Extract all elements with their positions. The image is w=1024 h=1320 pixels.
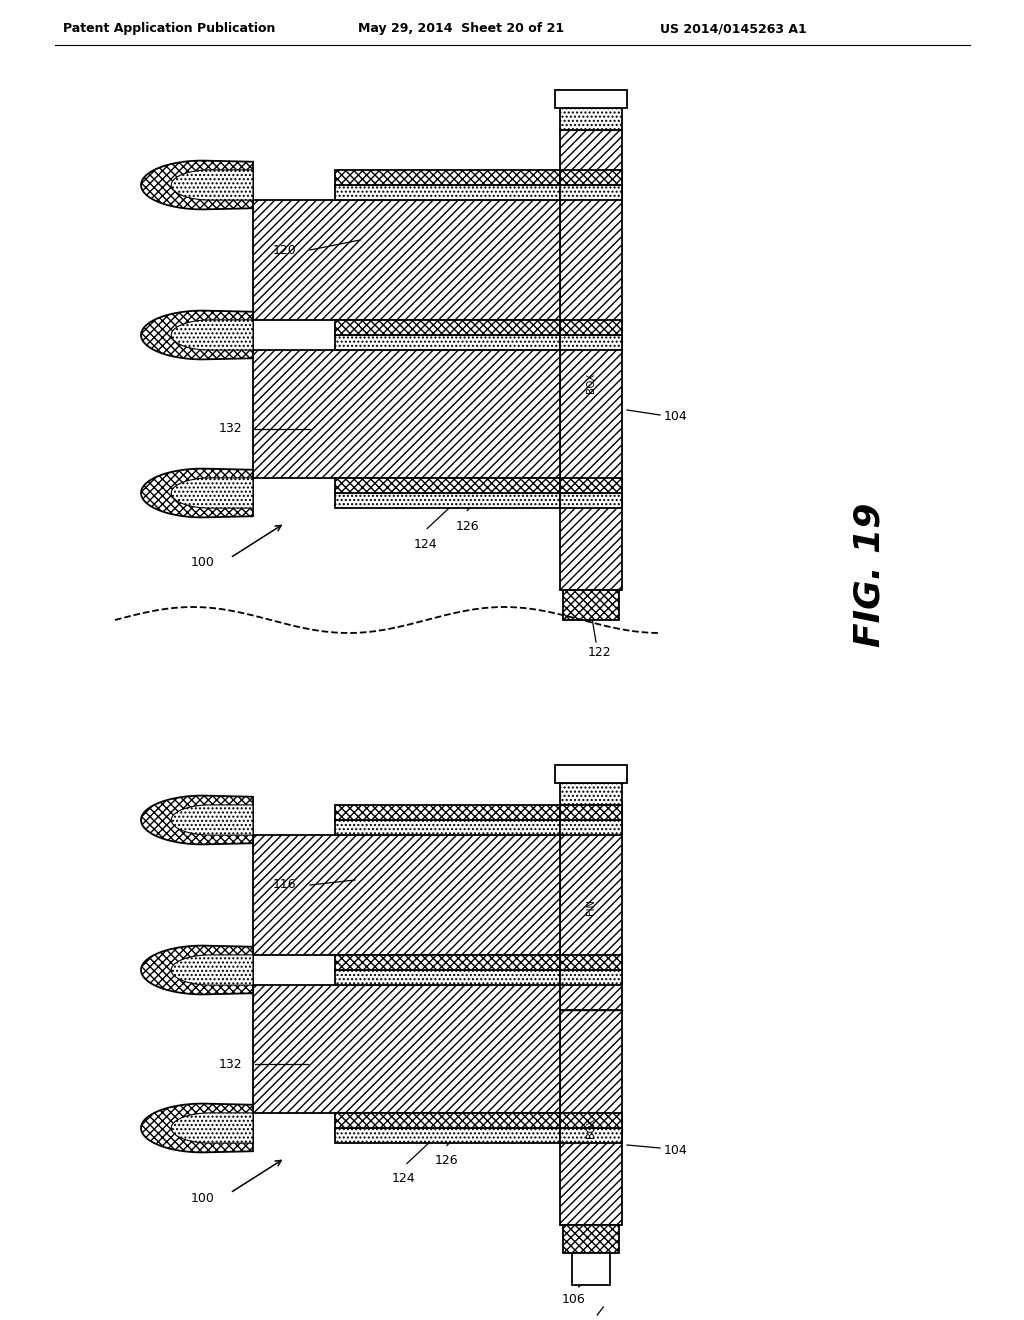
- Polygon shape: [171, 319, 253, 350]
- Bar: [335, 478, 560, 492]
- Text: 106: 106: [562, 1294, 586, 1305]
- Bar: [335, 170, 560, 185]
- Bar: [560, 1113, 622, 1129]
- Text: BOX: BOX: [586, 372, 596, 393]
- Bar: [560, 1129, 622, 1143]
- Polygon shape: [141, 469, 253, 517]
- Bar: [560, 954, 622, 970]
- Bar: [335, 805, 560, 820]
- Polygon shape: [141, 310, 253, 359]
- Bar: [335, 185, 560, 201]
- Bar: [555, 90, 627, 108]
- Bar: [560, 129, 622, 590]
- Bar: [253, 350, 560, 478]
- Bar: [335, 319, 560, 335]
- Polygon shape: [141, 945, 253, 994]
- Bar: [555, 766, 627, 783]
- Text: Patent Application Publication: Patent Application Publication: [63, 22, 275, 36]
- Text: 132: 132: [218, 422, 242, 436]
- Bar: [563, 590, 618, 620]
- Bar: [560, 478, 622, 492]
- Polygon shape: [171, 170, 253, 201]
- Text: 124: 124: [392, 1172, 416, 1185]
- Bar: [560, 319, 622, 335]
- Bar: [560, 170, 622, 185]
- Bar: [560, 783, 622, 805]
- Bar: [335, 492, 560, 508]
- Text: US 2014/0145263 A1: US 2014/0145263 A1: [660, 22, 807, 36]
- Polygon shape: [171, 805, 253, 836]
- Bar: [560, 1010, 622, 1225]
- Text: 104: 104: [664, 1143, 688, 1156]
- Bar: [560, 805, 622, 820]
- Text: FIN: FIN: [586, 899, 596, 916]
- Text: 132: 132: [218, 1057, 242, 1071]
- Polygon shape: [141, 161, 253, 210]
- Bar: [560, 805, 622, 1010]
- Polygon shape: [171, 478, 253, 508]
- Text: 126: 126: [456, 520, 479, 533]
- Text: 120: 120: [272, 243, 296, 256]
- Bar: [335, 1129, 560, 1143]
- Bar: [253, 985, 560, 1113]
- Text: 116: 116: [272, 879, 296, 891]
- Text: 122: 122: [587, 645, 610, 659]
- Text: FIG. 19: FIG. 19: [853, 503, 887, 647]
- Bar: [560, 108, 622, 129]
- Bar: [560, 970, 622, 985]
- Text: 124: 124: [414, 539, 437, 552]
- Text: 104: 104: [664, 411, 688, 424]
- Bar: [335, 954, 560, 970]
- Bar: [560, 185, 622, 201]
- Bar: [563, 1225, 618, 1253]
- Bar: [253, 201, 560, 319]
- Bar: [253, 836, 560, 954]
- Text: 126: 126: [435, 1155, 459, 1167]
- Polygon shape: [171, 1113, 253, 1143]
- Text: 100: 100: [191, 1192, 215, 1204]
- Text: 100: 100: [191, 557, 215, 569]
- Bar: [560, 335, 622, 350]
- Text: May 29, 2014  Sheet 20 of 21: May 29, 2014 Sheet 20 of 21: [358, 22, 564, 36]
- Bar: [560, 820, 622, 836]
- Bar: [335, 1113, 560, 1129]
- Bar: [560, 492, 622, 508]
- Text: BOX: BOX: [586, 1118, 596, 1138]
- Bar: [335, 970, 560, 985]
- Bar: [335, 820, 560, 836]
- Bar: [335, 335, 560, 350]
- Polygon shape: [141, 796, 253, 845]
- Bar: [572, 1253, 610, 1284]
- Polygon shape: [141, 1104, 253, 1152]
- Polygon shape: [171, 954, 253, 985]
